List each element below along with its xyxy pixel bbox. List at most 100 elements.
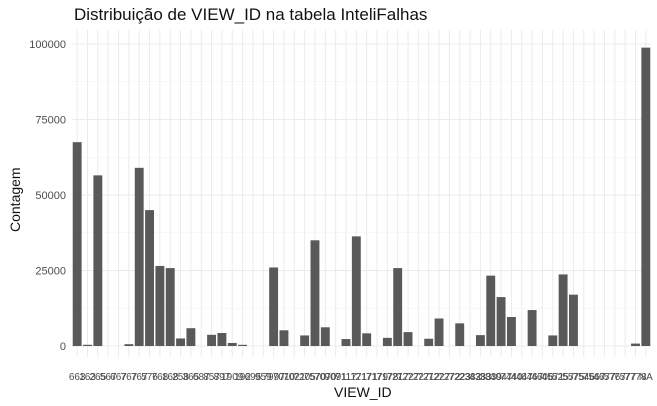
bar xyxy=(382,337,392,346)
x-tick-label: 897 xyxy=(214,372,231,383)
bar xyxy=(155,265,165,346)
y-tick-label: 25000 xyxy=(35,266,66,278)
x-tick-label: 7567 xyxy=(583,372,606,383)
x-tick-label: 4047 xyxy=(490,372,513,383)
x-tick-label: 4571 xyxy=(542,372,565,383)
x-tick-label: 6467 xyxy=(521,372,544,383)
x-tick-label: 7212 xyxy=(418,372,441,383)
bar xyxy=(351,236,361,346)
x-tick-label: 768 xyxy=(152,372,169,383)
x-tick-label: 9091 xyxy=(325,372,348,383)
y-tick-label: 50000 xyxy=(35,190,66,202)
bar xyxy=(227,342,237,346)
x-tick-label: 5257 xyxy=(552,372,575,383)
x-tick-label: 663 xyxy=(69,372,86,383)
bar xyxy=(134,167,144,346)
x-tick-label: 7117 xyxy=(335,372,357,383)
x-tick-label: 2171 xyxy=(356,372,379,383)
bar xyxy=(506,317,516,346)
x-tick-label: 4606 xyxy=(531,372,554,383)
x-tick-label: 192 xyxy=(234,372,251,383)
x-tick-label: 4447 xyxy=(511,372,534,383)
chart-title: Distribuição de VIEW_ID na tabela Inteli… xyxy=(74,5,428,24)
bar xyxy=(475,335,485,346)
x-tick-label: 365 xyxy=(183,372,200,383)
bar xyxy=(83,344,92,346)
bar xyxy=(403,332,413,346)
bar xyxy=(362,333,372,346)
x-tick-label: 7272 xyxy=(438,372,461,383)
bar xyxy=(165,268,175,346)
bar xyxy=(641,47,651,347)
x-tick-label: 163 xyxy=(79,372,96,383)
x-tick-label: 2382 xyxy=(459,372,482,383)
bar xyxy=(93,175,103,346)
x-tick-label: 695 xyxy=(245,372,262,383)
x-tick-label: 265 xyxy=(90,372,107,383)
x-tick-label: 168 xyxy=(162,372,179,383)
x-tick-label: 7223 xyxy=(449,372,472,383)
x-tick-label: 959 xyxy=(255,372,272,383)
x-tick-label: 1171 xyxy=(346,372,368,383)
bar xyxy=(548,335,558,346)
x-tick-label: 667 xyxy=(110,372,127,383)
x-tick-label: 7778 xyxy=(624,372,647,383)
x-tick-label: 1909 xyxy=(221,372,244,383)
x-tick-label: 5575 xyxy=(562,372,585,383)
x-tick-label: 857 xyxy=(203,372,220,383)
bar xyxy=(124,344,134,346)
bar xyxy=(424,338,434,346)
bar xyxy=(486,275,496,346)
bar xyxy=(207,334,217,346)
x-tick-label: 5767 xyxy=(604,372,627,383)
bar xyxy=(393,268,403,346)
x-tick-label: NA xyxy=(639,372,653,383)
x-tick-label: 7010 xyxy=(273,372,296,383)
bar xyxy=(310,240,320,346)
y-tick-label: 75000 xyxy=(35,115,66,127)
x-tick-label: 7570 xyxy=(304,372,327,383)
bar xyxy=(455,323,465,346)
x-tick-label: 4677 xyxy=(593,372,616,383)
x-tick-label: 7227 xyxy=(397,372,420,383)
bar xyxy=(558,274,568,346)
bar xyxy=(217,333,227,346)
bar xyxy=(279,330,289,346)
x-tick-label: 7217 xyxy=(387,372,410,383)
x-tick-label: 258 xyxy=(172,372,189,383)
x-tick-label: 7440 xyxy=(500,372,523,383)
bar xyxy=(269,267,279,346)
bar xyxy=(186,328,196,346)
x-tick-label: 7546 xyxy=(573,372,596,383)
bar xyxy=(631,343,640,346)
bar xyxy=(145,210,154,346)
y-tick-label: 0 xyxy=(60,341,66,353)
x-tick-label: 7205 xyxy=(294,372,317,383)
x-tick-label: 7179 xyxy=(366,372,389,383)
x-tick-label: 767 xyxy=(131,372,148,383)
bar xyxy=(527,310,537,346)
x-tick-label: 576 xyxy=(141,372,158,383)
x-tick-label: 3839 xyxy=(480,372,503,383)
x-axis-label: VIEW_ID xyxy=(334,384,392,400)
bar xyxy=(72,142,82,346)
x-tick-label: 7577 xyxy=(614,372,637,383)
x-tick-label: 7227 xyxy=(407,372,430,383)
x-tick-label: 767 xyxy=(121,372,138,383)
x-tick-label: 7178 xyxy=(376,372,399,383)
y-tick-label: 100000 xyxy=(29,39,66,51)
x-tick-label: 687 xyxy=(193,372,210,383)
bar xyxy=(434,318,444,346)
y-axis-label: Contagem xyxy=(7,167,23,232)
x-tick-label: 7997 xyxy=(262,372,285,383)
bar xyxy=(496,297,506,346)
x-tick-label: 4383 xyxy=(469,372,492,383)
x-tick-label: 7227 xyxy=(428,372,451,383)
bar xyxy=(176,338,186,346)
x-tick-label: 7021 xyxy=(283,372,306,383)
bar xyxy=(341,339,351,346)
bar xyxy=(320,327,330,346)
x-tick-label: 7070 xyxy=(314,372,337,383)
x-tick-label: 567 xyxy=(100,372,117,383)
